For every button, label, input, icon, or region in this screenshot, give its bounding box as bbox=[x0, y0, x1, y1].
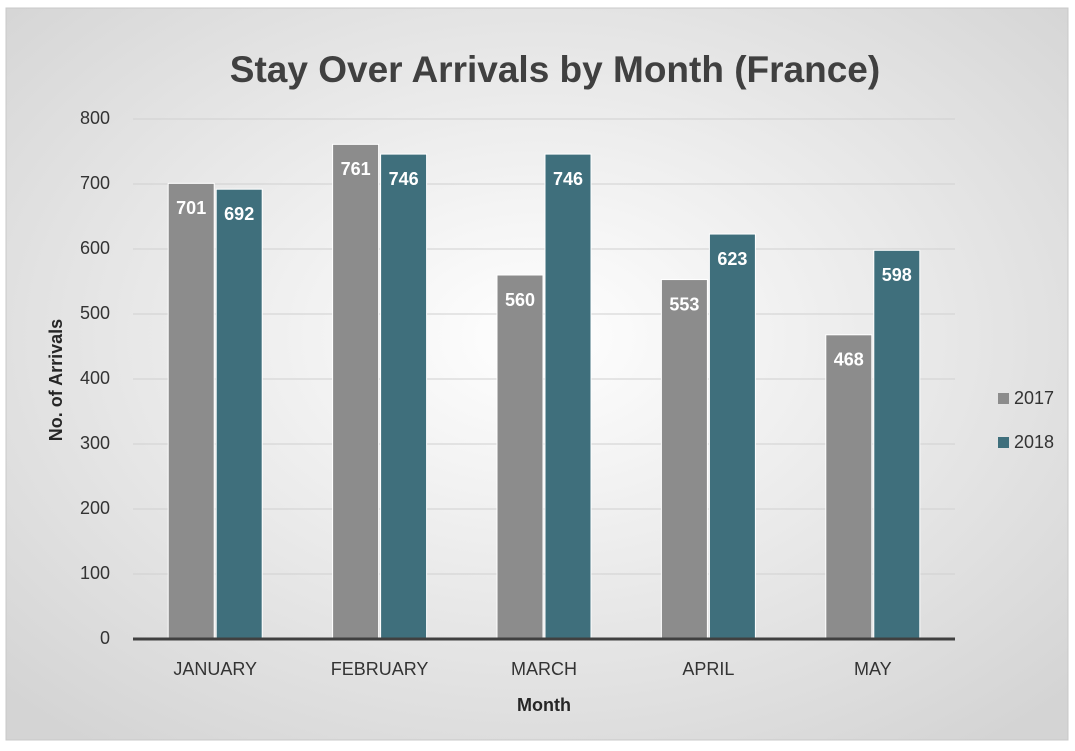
legend-label: 2018 bbox=[1014, 432, 1054, 452]
x-tick-label: FEBRUARY bbox=[331, 659, 429, 679]
data-label: 692 bbox=[224, 204, 254, 224]
bar bbox=[215, 188, 263, 640]
bar bbox=[660, 279, 708, 640]
x-tick-label: MAY bbox=[854, 659, 892, 679]
data-label: 746 bbox=[553, 169, 583, 189]
data-label: 598 bbox=[882, 265, 912, 285]
legend-label: 2017 bbox=[1014, 388, 1054, 408]
y-tick-label: 100 bbox=[80, 563, 110, 583]
y-tick-label: 300 bbox=[80, 433, 110, 453]
data-label: 560 bbox=[505, 290, 535, 310]
x-tick-label: JANUARY bbox=[173, 659, 257, 679]
bar bbox=[167, 182, 215, 640]
data-label: 623 bbox=[717, 249, 747, 269]
data-label: 746 bbox=[389, 169, 419, 189]
y-tick-label: 200 bbox=[80, 498, 110, 518]
y-tick-label: 0 bbox=[100, 628, 110, 648]
data-label: 468 bbox=[834, 350, 864, 370]
data-label: 761 bbox=[341, 159, 371, 179]
y-tick-label: 600 bbox=[80, 238, 110, 258]
y-tick-label: 700 bbox=[80, 173, 110, 193]
legend-swatch bbox=[998, 437, 1009, 448]
x-axis-title: Month bbox=[517, 695, 571, 715]
legend-swatch bbox=[998, 393, 1009, 404]
bar bbox=[708, 233, 756, 640]
bar bbox=[496, 274, 544, 640]
data-label: 553 bbox=[669, 294, 699, 314]
y-tick-label: 500 bbox=[80, 303, 110, 323]
data-label: 701 bbox=[176, 198, 206, 218]
x-tick-label: APRIL bbox=[682, 659, 734, 679]
bar bbox=[332, 143, 380, 640]
y-tick-label: 400 bbox=[80, 368, 110, 388]
y-axis-title: No. of Arrivals bbox=[46, 319, 66, 441]
bar bbox=[825, 334, 873, 640]
bar bbox=[873, 249, 921, 640]
chart-title: Stay Over Arrivals by Month (France) bbox=[230, 49, 880, 90]
x-tick-label: MARCH bbox=[511, 659, 577, 679]
bar bbox=[544, 153, 592, 640]
y-tick-label: 800 bbox=[80, 108, 110, 128]
bar bbox=[380, 153, 428, 640]
